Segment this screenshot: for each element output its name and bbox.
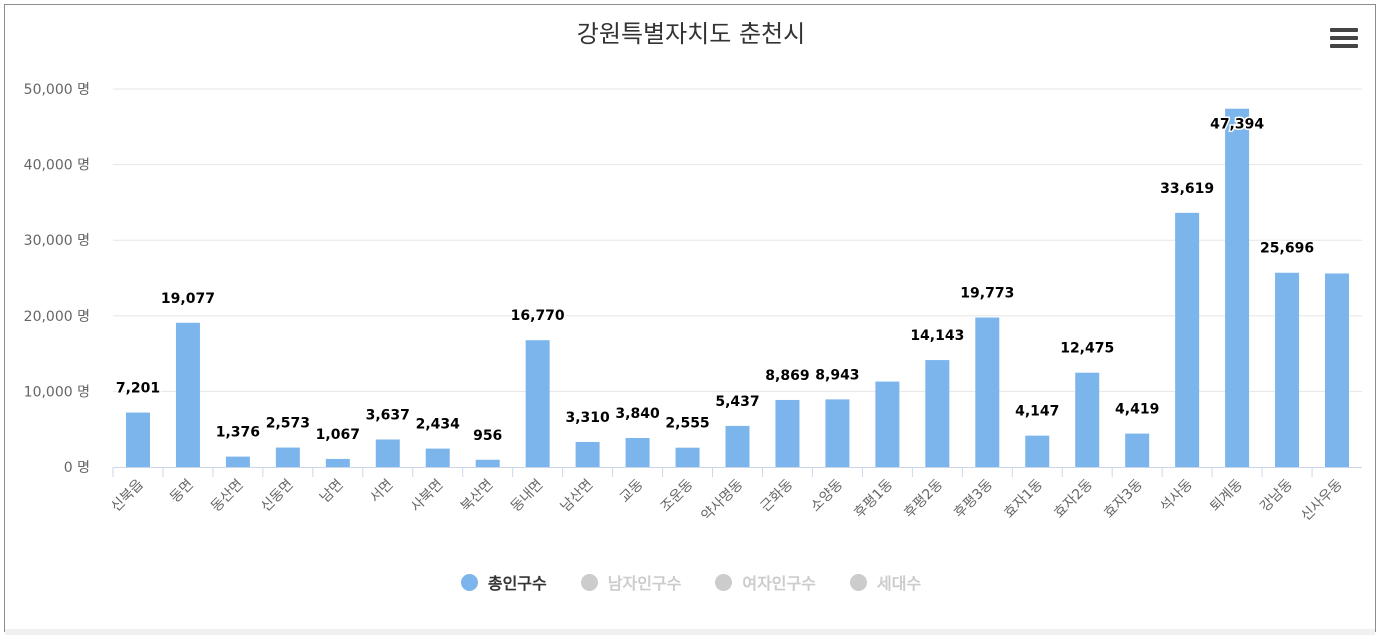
x-tick-label: 신북읍	[108, 476, 147, 515]
bottom-strip	[5, 629, 1375, 635]
x-tick-label: 후평1동	[851, 476, 896, 521]
x-tick-label: 신사우동	[1298, 476, 1346, 524]
y-tick-label: 40,000 명	[24, 158, 90, 174]
bar[interactable]	[1325, 273, 1350, 467]
data-label: 3,637	[366, 408, 410, 424]
data-label: 47,394	[1210, 117, 1264, 133]
data-label: 33,619	[1160, 181, 1214, 197]
x-tick-label: 동산면	[208, 477, 247, 516]
legend-label: 총인구수	[487, 574, 547, 593]
y-tick-label: 50,000 명	[24, 82, 90, 98]
data-label: 8,943	[815, 367, 859, 383]
bar[interactable]	[125, 412, 150, 467]
bar[interactable]	[425, 448, 450, 467]
legend-item[interactable]: 세대수	[849, 570, 922, 594]
legend-label: 남자인구수	[607, 574, 682, 593]
x-tick-label: 교동	[617, 476, 647, 506]
x-tick-label: 남면	[317, 477, 347, 507]
data-label: 4,419	[1115, 402, 1159, 418]
data-label: 1,067	[316, 427, 360, 443]
legend-item[interactable]: 총인구수	[460, 570, 547, 594]
chart-plot: 0 명 10,000 명 20,000 명 30,000 명 40,000 명 50,00…	[24, 82, 1362, 524]
data-label: 19,773	[960, 286, 1014, 302]
x-tick-label: 강남동	[1257, 476, 1296, 515]
data-label: 25,696	[1260, 241, 1314, 257]
legend-label: 세대수	[876, 574, 922, 593]
legend-dot-icon	[460, 573, 478, 591]
x-tick-label: 남산면	[558, 477, 597, 516]
y-tick-label: 0 명	[64, 460, 90, 476]
y-tick-label: 10,000 명	[24, 384, 90, 400]
x-tick-label: 조운동	[658, 476, 697, 515]
hamburger-menu-icon[interactable]	[1330, 28, 1358, 50]
legend-dot-icon	[580, 573, 598, 591]
data-label: 12,475	[1060, 341, 1114, 357]
bar[interactable]	[1125, 433, 1150, 467]
data-label: 8,869	[765, 368, 809, 384]
data-label: 2,573	[266, 416, 310, 432]
data-label: 19,077	[161, 291, 215, 307]
x-tick-label: 효자3동	[1101, 476, 1146, 521]
data-label: 956	[473, 428, 502, 444]
x-tick-label: 동내면	[508, 477, 547, 516]
y-tick-label: 20,000 명	[24, 309, 90, 325]
x-tick-label: 근화동	[758, 476, 797, 515]
bar[interactable]	[525, 340, 550, 467]
data-label: 7,201	[116, 381, 160, 397]
x-tick-label: 석사동	[1157, 476, 1196, 515]
bar[interactable]	[175, 322, 200, 467]
bar[interactable]	[725, 425, 750, 467]
legend-label: 여자인구수	[742, 574, 816, 593]
legend-dot-icon	[715, 573, 733, 591]
bar[interactable]	[325, 458, 350, 467]
data-label: 14,143	[910, 328, 964, 344]
data-label: 2,555	[665, 416, 709, 432]
x-tick-label: 소양동	[808, 476, 847, 515]
bar[interactable]	[375, 439, 400, 467]
x-tick-label: 북산면	[458, 477, 497, 516]
bar[interactable]	[825, 399, 850, 467]
bar[interactable]	[1175, 212, 1200, 467]
data-label: 5,437	[715, 394, 759, 410]
chart-container	[4, 4, 1376, 632]
data-label: 4,147	[1015, 404, 1059, 420]
bar[interactable]	[1025, 435, 1050, 467]
legend-item[interactable]: 남자인구수	[580, 570, 682, 594]
data-label: 16,770	[511, 308, 565, 324]
data-label: 3,840	[615, 406, 660, 422]
bar[interactable]	[575, 441, 600, 467]
bar[interactable]	[625, 437, 650, 467]
bar[interactable]	[1225, 108, 1250, 468]
bar[interactable]	[975, 317, 1000, 467]
data-label: 2,434	[416, 417, 461, 433]
x-tick-label: 효자2동	[1051, 476, 1096, 521]
bar[interactable]	[775, 399, 800, 467]
bar[interactable]	[225, 456, 250, 467]
data-label: 1,376	[216, 425, 260, 441]
x-tick-label: 효자1동	[1001, 476, 1046, 521]
chart-legend: 총인구수 남자인구수 여자인구수 세대수	[0, 570, 1382, 594]
data-label: 3,310	[565, 410, 610, 426]
x-tick-label: 후평2동	[901, 476, 946, 521]
bar[interactable]	[875, 381, 900, 467]
bar[interactable]	[475, 459, 500, 467]
x-tick-label: 서면	[367, 477, 397, 507]
bar[interactable]	[1075, 372, 1100, 467]
x-tick-label: 약사명동	[699, 476, 747, 524]
x-tick-label: 사북면	[408, 477, 447, 516]
bar[interactable]	[275, 447, 300, 467]
bar[interactable]	[925, 360, 950, 467]
x-tick-label: 퇴계동	[1207, 476, 1246, 515]
legend-dot-icon	[849, 573, 867, 591]
bar[interactable]	[675, 447, 700, 467]
x-tick-label: 동면	[167, 477, 197, 507]
legend-item[interactable]: 여자인구수	[715, 570, 816, 594]
y-tick-label: 30,000 명	[24, 233, 90, 249]
bar[interactable]	[1275, 272, 1300, 467]
x-tick-label: 신동면	[258, 477, 297, 516]
x-tick-label: 후평3동	[951, 476, 996, 521]
chart-title: 강원특별자치도 춘천시	[576, 20, 806, 48]
